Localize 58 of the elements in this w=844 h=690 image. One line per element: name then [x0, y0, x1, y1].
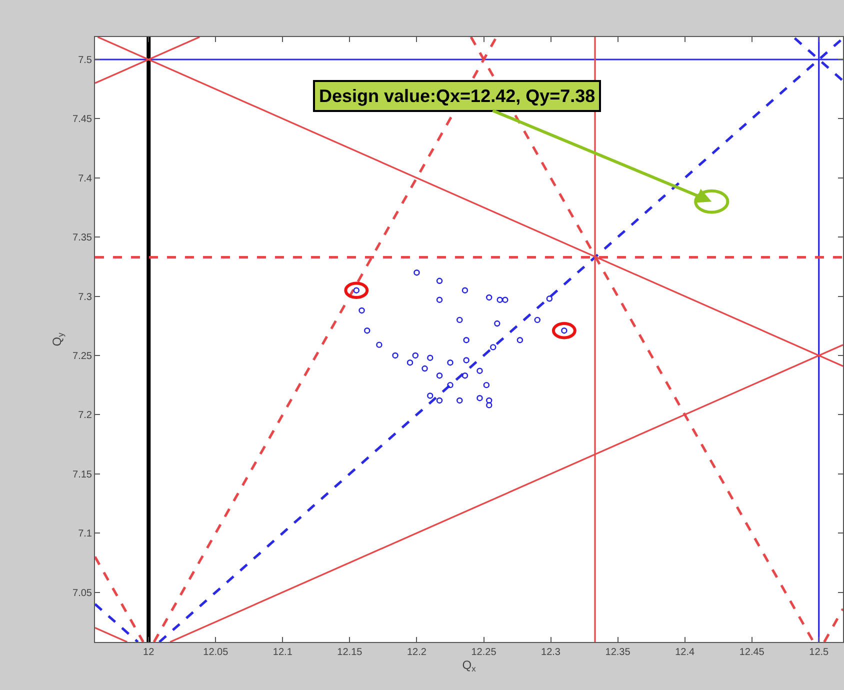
point — [483, 382, 490, 388]
point — [494, 320, 500, 327]
point — [456, 316, 463, 324]
y-tick-label: 7.05 — [72, 588, 92, 599]
point — [376, 342, 382, 348]
x-tick-label: 12.3 — [541, 647, 561, 658]
point — [436, 278, 443, 284]
point — [502, 296, 508, 303]
point — [463, 336, 470, 344]
point — [476, 395, 483, 402]
point — [414, 270, 420, 276]
y-tick-label: 7.1 — [78, 528, 92, 540]
point — [427, 392, 434, 399]
x-tick-label: 12.35 — [605, 647, 631, 658]
annotation: Design value:Qx=12.42, Qy=7.38 — [319, 86, 596, 106]
point — [427, 354, 434, 361]
y-tick-label: 7.2 — [78, 410, 92, 422]
point — [412, 352, 418, 359]
point — [456, 397, 463, 404]
x-tick-label: 12.4 — [675, 647, 695, 658]
x-axis-title: Q$_{x}$ — [462, 658, 477, 674]
point — [486, 397, 492, 404]
y-tick-label: 7.35 — [72, 232, 92, 244]
x-tick-label: 12 — [143, 647, 155, 658]
x-tick-label: 12.2 — [406, 647, 427, 658]
point — [546, 296, 553, 302]
point — [462, 287, 468, 294]
point — [436, 372, 443, 379]
point — [406, 359, 414, 366]
point — [516, 336, 524, 344]
point — [422, 365, 428, 372]
x-tick-label: 12.15 — [337, 647, 363, 658]
y-tick-label: 7.3 — [78, 292, 92, 303]
y-tick-label: 7.45 — [72, 114, 92, 126]
y-tick-label: 7.4 — [78, 173, 92, 184]
point — [534, 316, 540, 324]
point — [496, 296, 503, 303]
point — [436, 397, 443, 404]
point — [392, 352, 398, 359]
x-tick-label: 12.5 — [809, 647, 830, 658]
point — [486, 294, 492, 301]
point — [476, 368, 483, 374]
point — [358, 307, 365, 314]
point — [364, 328, 370, 334]
x-tick-label: 12.05 — [203, 647, 229, 658]
y-tick-label: 7.15 — [72, 469, 92, 480]
y-tick-label: 7.5 — [78, 55, 92, 66]
point — [462, 372, 468, 379]
point — [490, 344, 496, 350]
point — [436, 296, 443, 303]
x-tick-label: 12.45 — [739, 647, 765, 658]
point — [486, 402, 492, 408]
point — [447, 359, 454, 366]
y-tick-label: 7.25 — [72, 350, 92, 362]
point — [447, 382, 454, 388]
x-tick-label: 12.1 — [272, 647, 293, 658]
x-tick-label: 12.25 — [471, 647, 497, 658]
point — [463, 357, 470, 364]
